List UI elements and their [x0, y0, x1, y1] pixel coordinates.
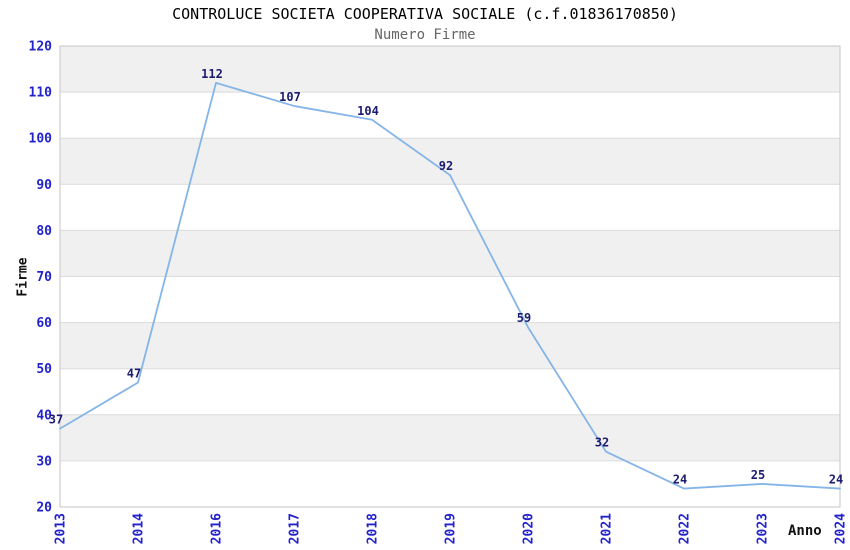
value-label: 112 — [201, 67, 223, 81]
value-label: 104 — [357, 104, 379, 118]
x-tick-label: 2024 — [834, 513, 849, 544]
y-tick-label: 70 — [36, 270, 52, 285]
y-axis-title: Firme — [15, 257, 31, 297]
y-tick-label: 30 — [36, 454, 52, 469]
x-axis-title: Anno — [788, 523, 822, 539]
plot-border — [59, 45, 841, 508]
grid-band — [60, 414, 840, 461]
y-tick-label: 60 — [36, 316, 52, 331]
value-label: 37 — [49, 413, 63, 427]
chart-subtitle: Numero Firme — [374, 27, 476, 43]
value-label: 92 — [439, 159, 453, 173]
value-label: 59 — [517, 311, 531, 325]
x-tick-label: 2018 — [366, 513, 381, 544]
y-tick-label: 100 — [29, 132, 53, 147]
y-tick-label: 110 — [29, 86, 53, 101]
x-tick-label: 2021 — [600, 513, 615, 544]
grid-band — [60, 322, 840, 369]
chart-title: CONTROLUCE SOCIETA COOPERATIVA SOCIALE (… — [172, 5, 678, 23]
x-tick-label: 2020 — [522, 513, 537, 544]
grid-band — [60, 230, 840, 277]
y-tick-label: 40 — [36, 408, 52, 423]
y-tick-label: 80 — [36, 224, 52, 239]
value-label: 25 — [751, 468, 765, 482]
value-label: 47 — [127, 367, 141, 381]
x-tick-label: 2017 — [288, 513, 303, 544]
value-label: 107 — [279, 90, 301, 104]
x-tick-label: 2019 — [444, 513, 459, 544]
x-tick-label: 2013 — [54, 513, 69, 544]
x-tick-label: 2022 — [678, 513, 693, 544]
y-tick-label: 90 — [36, 178, 52, 193]
grid-band — [60, 46, 840, 93]
x-tick-label: 2016 — [210, 513, 225, 544]
value-label: 32 — [595, 436, 609, 450]
value-label: 24 — [829, 473, 843, 487]
x-tick-label: 2014 — [132, 513, 147, 544]
data-line — [59, 81, 841, 490]
value-label: 24 — [673, 473, 687, 487]
y-tick-label: 20 — [36, 501, 52, 516]
y-tick-label: 50 — [36, 362, 52, 377]
x-tick-label: 2023 — [756, 513, 771, 544]
y-tick-label: 120 — [29, 40, 53, 55]
